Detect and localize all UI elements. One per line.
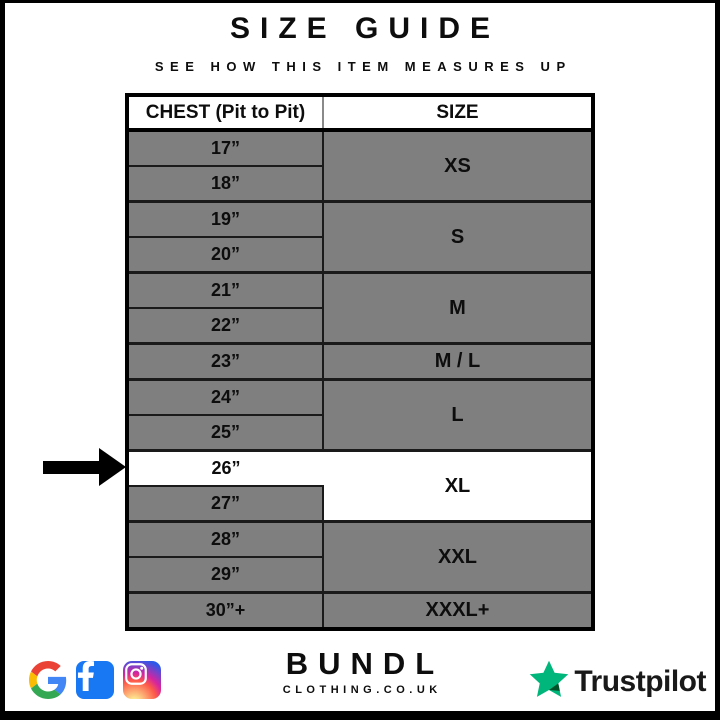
brand-name: BUNDL <box>285 646 445 681</box>
size-cell: XS <box>322 130 593 202</box>
size-cell-highlighted: XL <box>323 449 593 522</box>
table-row: 29” <box>127 556 593 593</box>
chest-cell-highlighted: 26” <box>127 449 323 486</box>
table-row: 25” <box>127 414 593 451</box>
chest-cell: 27” <box>127 485 324 522</box>
table-row: 24” L <box>127 378 593 451</box>
size-cell: M / L <box>322 342 593 380</box>
trustpilot-badge[interactable]: Trustpilot <box>528 658 706 705</box>
table-row: 19” S <box>127 200 593 273</box>
row-indicator-arrow <box>43 448 127 486</box>
size-cell: M <box>322 271 593 344</box>
instagram-icon[interactable] <box>123 661 161 699</box>
chest-cell: 20” <box>127 236 323 273</box>
size-cell: XXXL+ <box>322 591 593 629</box>
chest-cell: 22” <box>127 307 323 344</box>
arrow-head <box>99 448 126 486</box>
google-icon[interactable] <box>29 661 67 699</box>
chest-column-header: CHEST (Pit to Pit) <box>127 95 324 132</box>
size-guide-table: CHEST (Pit to Pit) SIZE 17” XS 18” 19” S… <box>125 93 595 631</box>
trustpilot-star-icon <box>528 658 570 705</box>
chest-cell: 19” <box>127 200 323 237</box>
table-row: 17” XS <box>127 130 593 202</box>
table-row: 23” M / L <box>127 342 593 380</box>
chest-cell: 28” <box>127 520 323 557</box>
page-subtitle: SEE HOW THIS ITEM MEASURES UP <box>154 59 572 74</box>
table-row: 28” XXL <box>127 520 593 593</box>
table-row: 18” <box>127 165 593 202</box>
chest-cell: 30”+ <box>127 591 323 629</box>
table-row-highlighted: 26” XL <box>127 449 593 522</box>
page-title: SIZE GUIDE <box>229 12 501 45</box>
facebook-icon[interactable] <box>76 661 114 699</box>
size-cell: XXL <box>322 520 593 593</box>
trustpilot-label: Trustpilot <box>574 664 706 698</box>
table-row: 20” <box>127 236 593 273</box>
chest-cell: 23” <box>127 342 323 380</box>
chest-cell: 21” <box>127 271 323 308</box>
size-cell: S <box>322 200 593 273</box>
size-cell: L <box>322 378 593 451</box>
chest-cell: 17” <box>127 130 323 166</box>
table-row: 21” M <box>127 271 593 344</box>
table-header-row: CHEST (Pit to Pit) SIZE <box>127 95 593 132</box>
social-icons <box>29 661 161 699</box>
brand-logo: BUNDL CLOTHING.CO.UK <box>5 648 715 696</box>
chest-cell: 25” <box>127 414 323 451</box>
size-column-header: SIZE <box>323 95 593 132</box>
chest-cell: 29” <box>127 556 323 593</box>
chest-cell: 24” <box>127 378 323 415</box>
table-row: 22” <box>127 307 593 344</box>
table-row: 27” <box>127 485 593 522</box>
table-row: 30”+ XXXL+ <box>127 591 593 629</box>
arrow-shaft <box>43 461 101 474</box>
brand-domain: CLOTHING.CO.UK <box>282 684 442 696</box>
chest-cell: 18” <box>127 165 323 202</box>
